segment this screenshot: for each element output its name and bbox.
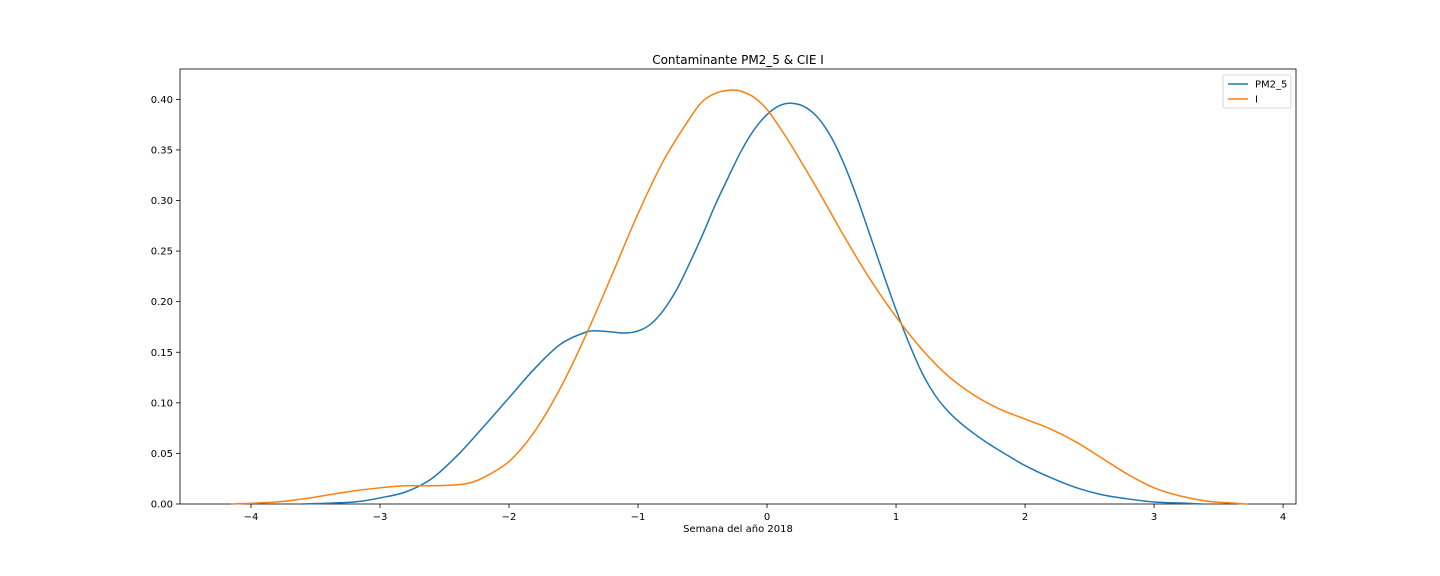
x-tick-label: −2 bbox=[502, 512, 517, 523]
x-tick-label: 2 bbox=[1022, 512, 1028, 523]
y-tick-label: 0.00 bbox=[151, 500, 173, 511]
y-axis: 0.00 0.05 0.10 0.15 0.20 0.25 0.30 0.35 0.40 bbox=[151, 95, 180, 511]
y-tick-label: 0.40 bbox=[151, 95, 173, 106]
x-tick-label: −4 bbox=[244, 512, 259, 523]
legend: PM2_5 I bbox=[1222, 74, 1292, 109]
x-tick-label: 0 bbox=[764, 512, 770, 523]
y-tick-label: 0.30 bbox=[151, 196, 173, 207]
x-tick-label: 1 bbox=[893, 512, 899, 523]
y-tick-label: 0.35 bbox=[151, 145, 173, 156]
series-line-pm2-5 bbox=[301, 102, 1203, 505]
x-axis: −4 −3 −2 −1 0 1 2 3 4 bbox=[244, 504, 1286, 523]
y-tick-label: 0.25 bbox=[151, 247, 173, 258]
y-tick-label: 0.20 bbox=[151, 297, 173, 308]
legend-label: I bbox=[1255, 95, 1258, 106]
x-tick-label: −1 bbox=[631, 512, 646, 523]
series-line-i bbox=[230, 89, 1248, 505]
chart-title: Contaminante PM2_5 & CIE I bbox=[652, 53, 824, 67]
x-axis-label: Semana del año 2018 bbox=[683, 524, 793, 535]
series-layer bbox=[230, 89, 1248, 505]
y-tick-label: 0.05 bbox=[151, 449, 173, 460]
x-tick-label: 4 bbox=[1280, 512, 1286, 523]
legend-label: PM2_5 bbox=[1255, 80, 1287, 91]
x-tick-label: −3 bbox=[373, 512, 388, 523]
x-tick-label: 3 bbox=[1151, 512, 1157, 523]
y-tick-label: 0.15 bbox=[151, 348, 173, 359]
y-tick-label: 0.10 bbox=[151, 398, 173, 409]
plot-area-frame bbox=[179, 68, 1297, 505]
